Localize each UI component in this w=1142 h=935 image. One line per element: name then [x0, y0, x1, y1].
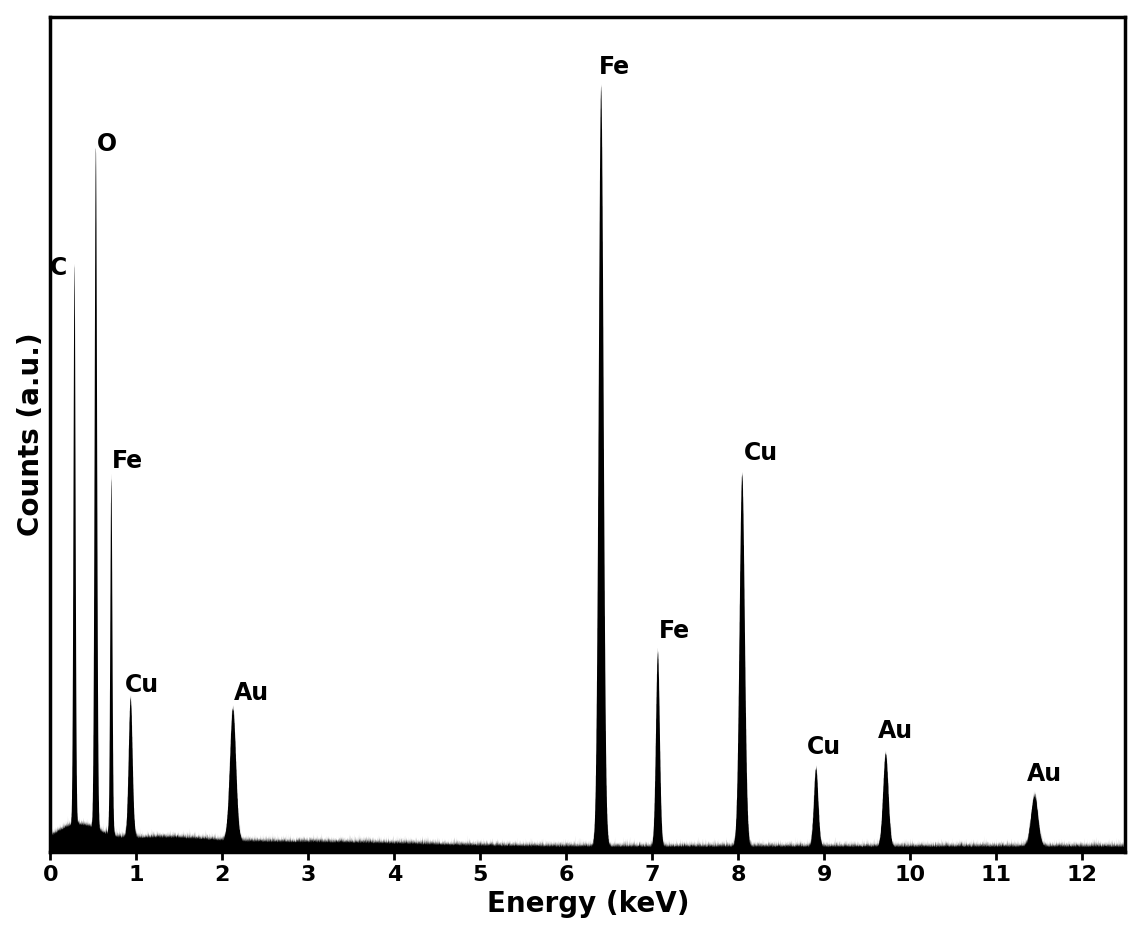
- Text: Fe: Fe: [659, 619, 690, 643]
- Text: Au: Au: [878, 719, 912, 743]
- Text: Cu: Cu: [807, 735, 842, 759]
- Text: O: O: [97, 132, 116, 156]
- Text: Au: Au: [233, 681, 268, 705]
- X-axis label: Energy (keV): Energy (keV): [486, 890, 689, 918]
- Text: Cu: Cu: [743, 441, 778, 465]
- Text: Cu: Cu: [126, 673, 159, 697]
- Text: Fe: Fe: [112, 449, 143, 473]
- Text: C: C: [50, 255, 67, 280]
- Y-axis label: Counts (a.u.): Counts (a.u.): [17, 332, 45, 536]
- Text: Au: Au: [1027, 762, 1062, 786]
- Text: Fe: Fe: [598, 54, 630, 79]
